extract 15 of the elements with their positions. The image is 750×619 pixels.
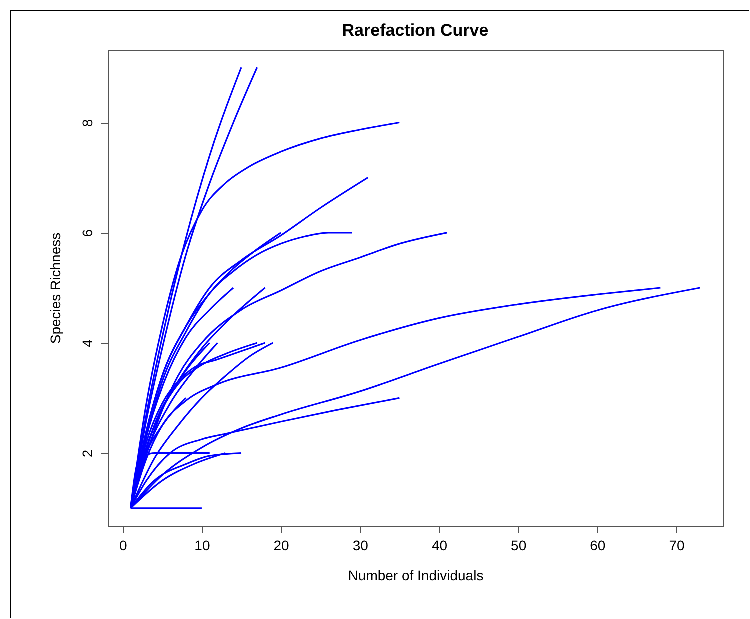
x-tick-label: 30 [352, 538, 369, 554]
x-tick-label: 50 [511, 538, 527, 554]
y-axis-title: Species Richness [48, 232, 64, 344]
x-tick-label: 40 [432, 538, 448, 554]
x-tick-label: 70 [669, 538, 685, 554]
chart-title: Rarefaction Curve [342, 21, 489, 40]
x-tick-label: 60 [590, 538, 606, 554]
y-tick-label: 8 [80, 119, 96, 128]
x-axis-title: Number of Individuals [348, 568, 484, 584]
y-tick-label: 4 [80, 339, 96, 348]
x-tick-label: 20 [274, 538, 290, 554]
y-tick-label: 2 [80, 450, 96, 458]
x-tick-label: 10 [194, 538, 210, 554]
y-tick-label: 6 [80, 229, 96, 238]
x-tick-label: 0 [119, 538, 128, 554]
